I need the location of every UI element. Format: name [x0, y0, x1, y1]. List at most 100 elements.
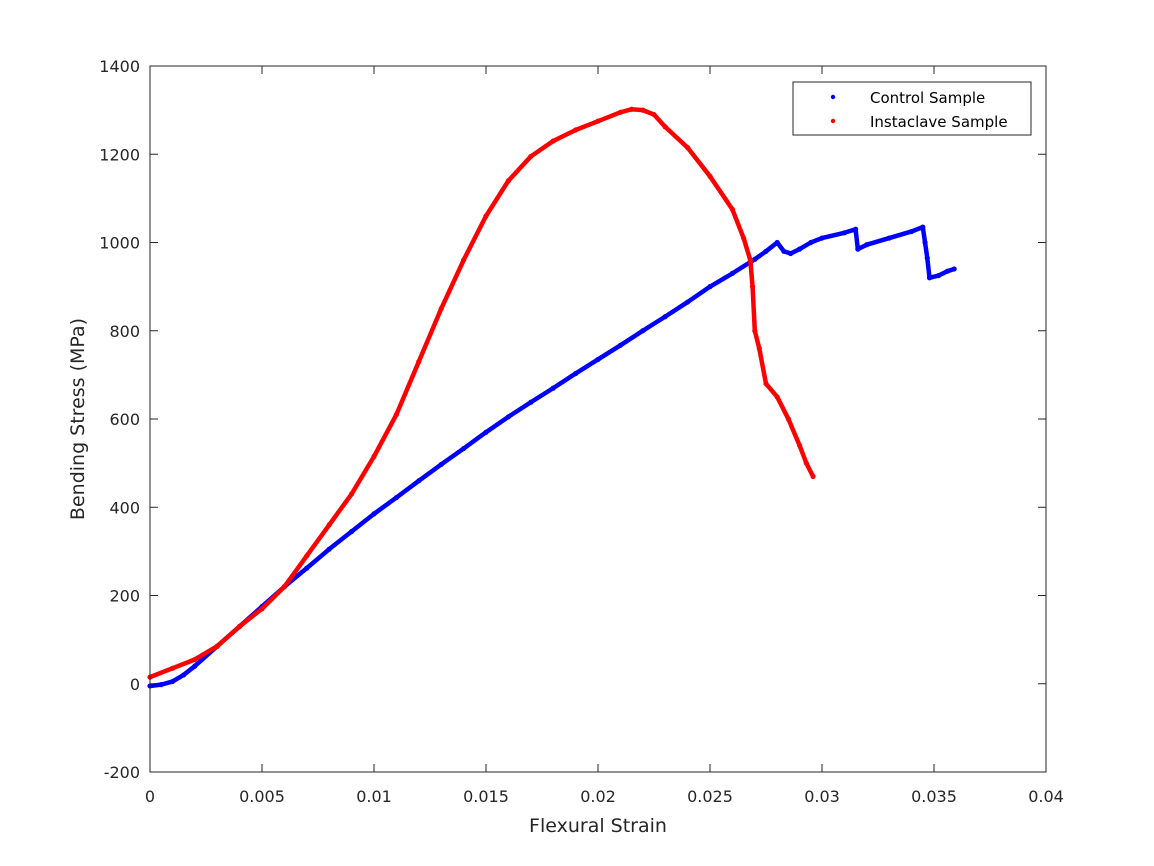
x-axis-label: Flexural Strain: [529, 815, 667, 837]
legend: Control Sample Instaclave Sample: [792, 81, 1032, 136]
y-tick-label: 1400: [99, 57, 140, 76]
data-point: [550, 385, 556, 391]
data-point: [371, 511, 377, 517]
data-point: [192, 656, 198, 663]
y-tick-label: 400: [109, 498, 140, 517]
data-point: [349, 528, 355, 535]
data-point: [393, 411, 399, 418]
data-point: [797, 246, 803, 252]
x-tick-label: 0.01: [356, 787, 392, 806]
y-tick-label: 600: [109, 410, 140, 429]
data-point: [371, 453, 377, 460]
data-point: [808, 239, 814, 246]
series-trace: [147, 224, 957, 689]
data-point: [169, 678, 175, 685]
y-tick-label: -200: [104, 763, 140, 782]
data-point: [788, 250, 794, 257]
data-point: [326, 546, 332, 552]
data-point: [707, 173, 713, 179]
data-point: [781, 248, 787, 254]
data-point: [461, 257, 467, 263]
y-tick-label: 1000: [99, 234, 140, 253]
data-point: [617, 342, 624, 348]
data-point: [756, 345, 762, 351]
data-point: [640, 328, 646, 334]
plot-frame: [149, 65, 1047, 773]
x-tick-label: 0: [145, 787, 155, 806]
y-axis-label: Bending Stress (MPa): [67, 318, 89, 520]
data-point: [214, 643, 220, 649]
x-tick-label: 0.03: [804, 787, 840, 806]
data-point: [304, 553, 310, 559]
data-point: [595, 356, 601, 363]
data-point: [483, 429, 489, 435]
data-point: [803, 460, 809, 466]
legend-label-instaclave: Instaclave Sample: [870, 113, 1008, 131]
data-point: [237, 623, 243, 629]
data-point: [774, 239, 780, 246]
data-point: [763, 248, 769, 254]
data-point: [505, 414, 511, 420]
data-point: [662, 124, 668, 130]
data-point: [158, 682, 164, 688]
data-point: [528, 153, 534, 160]
data-point: [505, 178, 511, 184]
data-point: [797, 442, 803, 449]
data-point: [747, 257, 753, 263]
x-tick-label: 0.02: [580, 787, 616, 806]
data-point: [685, 145, 691, 151]
x-tick-label: 0.025: [687, 787, 733, 806]
data-point: [617, 109, 624, 115]
data-point: [550, 138, 556, 144]
x-tick-label: 0.04: [1028, 787, 1064, 806]
data-point: [707, 284, 713, 290]
y-tick-label: 200: [109, 587, 140, 606]
x-tick-label: 0.005: [239, 787, 285, 806]
data-point: [853, 226, 859, 232]
data-point: [763, 381, 769, 387]
y-tick-label: 1200: [99, 145, 140, 164]
legend-marker-instaclave: [830, 118, 836, 124]
data-point: [935, 272, 942, 279]
data-point: [662, 314, 668, 320]
data-point: [749, 284, 756, 290]
data-point: [685, 299, 691, 305]
data-point: [573, 370, 579, 377]
data-point: [629, 106, 635, 112]
data-point: [416, 478, 422, 484]
data-point: [438, 461, 444, 468]
data-point: [752, 328, 758, 334]
x-tick-label: 0.015: [463, 787, 509, 806]
y-tick-label: 800: [109, 322, 140, 341]
series-instaclave-sample: [147, 106, 816, 680]
data-point: [855, 246, 861, 252]
data-point: [483, 213, 489, 219]
legend-box: [792, 81, 1032, 136]
data-point: [785, 416, 792, 422]
data-point: [651, 111, 657, 118]
data-point: [886, 235, 892, 241]
x-tick-label: 0.035: [911, 787, 957, 806]
series-control-sample: [147, 224, 957, 689]
data-point: [841, 230, 848, 236]
data-point: [909, 228, 915, 235]
data-point: [528, 399, 534, 405]
data-point: [640, 107, 646, 113]
data-point: [729, 270, 736, 276]
data-point: [774, 394, 780, 400]
data-point: [741, 235, 747, 241]
data-point: [461, 445, 467, 452]
data-point: [281, 584, 287, 590]
data-point: [951, 266, 957, 272]
data-point: [438, 306, 444, 312]
data-point: [573, 127, 579, 133]
legend-marker-control: [830, 94, 836, 100]
data-point: [393, 494, 399, 501]
x-axis: 0 0.005 0.01 0.015 0.02 0.025 0.03 0.035 0.04: [145, 66, 1064, 806]
data-point: [944, 268, 951, 274]
data-point: [349, 491, 355, 497]
data-point: [752, 256, 758, 262]
y-axis: -200 0 200 400 600 800 1000 1200 1400: [99, 57, 1046, 782]
data-point: [326, 522, 332, 528]
